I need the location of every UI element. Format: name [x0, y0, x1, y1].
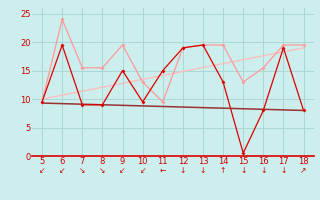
Text: ↓: ↓	[240, 166, 246, 175]
Text: ↑: ↑	[220, 166, 226, 175]
Text: ↘: ↘	[79, 166, 85, 175]
Text: ↗: ↗	[300, 166, 307, 175]
Text: ↘: ↘	[99, 166, 106, 175]
Text: ↙: ↙	[39, 166, 45, 175]
Text: ←: ←	[160, 166, 166, 175]
Text: ↓: ↓	[280, 166, 287, 175]
Text: ↓: ↓	[260, 166, 267, 175]
Text: ↙: ↙	[140, 166, 146, 175]
Text: ↙: ↙	[119, 166, 126, 175]
Text: ↓: ↓	[200, 166, 206, 175]
Text: ↙: ↙	[59, 166, 65, 175]
Text: ↓: ↓	[180, 166, 186, 175]
